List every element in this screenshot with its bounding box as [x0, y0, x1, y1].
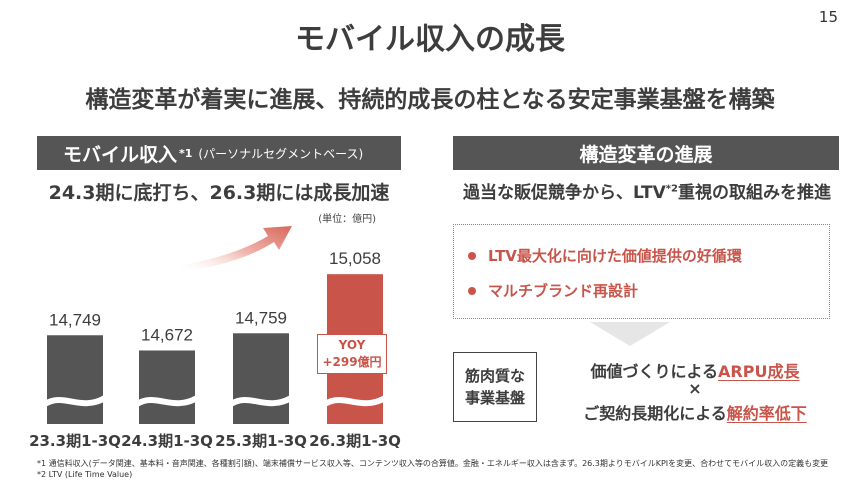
right-tagline-pre: 過当な販促競争から、LTV	[463, 183, 666, 203]
base-line-2: 事業基盤	[464, 389, 525, 407]
right-tagline: 過当な販促競争から、LTV*2重視の取組みを推進	[447, 178, 847, 203]
x-tick-label: 24.3期1-3Q	[121, 432, 213, 450]
structural-reform-header: 構造変革の進展	[453, 136, 839, 170]
bullet-icon	[468, 286, 476, 295]
goal-churn-pre: ご契約長期化による	[583, 404, 727, 423]
bar-24.3期1-3Q	[139, 350, 195, 424]
strategy-item-label: LTV最大化に向けた価値提供の好循環	[488, 247, 742, 265]
strategy-item: マルチブランド再設計	[468, 280, 638, 301]
slide-subtitle: 構造変革が着実に進展、持続的成長の柱となる安定事業基盤を構築	[85, 87, 775, 113]
footnote-ref-2: *2	[665, 183, 678, 195]
slide-title: モバイル収入の成長	[295, 22, 565, 57]
times-symbol: ×	[688, 379, 702, 398]
strategy-box: LTV最大化に向けた価値提供の好循環 マルチブランド再設計	[453, 224, 830, 319]
unit-label: (単位：億円)	[318, 212, 376, 225]
axis-break	[43, 395, 387, 407]
bar-value-label: 15,058	[329, 249, 381, 268]
strategy-item: LTV最大化に向けた価値提供の好循環	[468, 245, 742, 266]
mobile-revenue-header-title: モバイル収入	[63, 143, 178, 166]
left-tagline: 24.3期に底打ち、26.3期には成長加速	[48, 182, 390, 204]
x-tick-label: 23.3期1-3Q	[29, 432, 121, 450]
x-tick-label: 25.3期1-3Q	[215, 432, 307, 450]
bar-23.3期1-3Q	[47, 335, 103, 424]
bar-value-label: 14,672	[141, 325, 193, 344]
goal-arpu-pre: 価値づくりによる	[590, 362, 719, 381]
goal-churn: ご契約長期化による解約率低下	[545, 400, 845, 424]
yoy-badge: YOY +299億円	[317, 334, 387, 374]
goal-arpu: 価値づくりによるARPU成長	[545, 358, 845, 382]
bullet-icon	[468, 251, 476, 260]
revenue-bar-chart: (単位：億円) 14,749 14,672 14,759 15,058 23.3期1-…	[29, 212, 401, 450]
strategy-item-label: マルチブランド再設計	[488, 282, 639, 300]
goal-arpu-accent: ARPU成長	[718, 362, 800, 381]
business-base-box: 筋肉質な 事業基盤	[453, 352, 537, 422]
yoy-label: YOY	[338, 338, 366, 352]
bar-value-label: 14,749	[49, 310, 101, 329]
base-line-1: 筋肉質な	[464, 367, 525, 385]
x-tick-label: 26.3期1-3Q	[309, 432, 401, 450]
growth-arrow-icon	[178, 226, 292, 272]
footnote-ref-1: *1	[179, 146, 193, 160]
page-number: 15	[818, 8, 838, 26]
mobile-revenue-header-sub: (パーソナルセグメントベース)	[198, 146, 364, 161]
bar-value-label: 14,759	[235, 308, 287, 327]
yoy-value: +299億円	[322, 355, 382, 369]
down-arrow-icon	[590, 322, 670, 346]
right-tagline-post: 重視の取組みを推進	[677, 183, 831, 203]
bar-25.3期1-3Q	[233, 333, 289, 424]
mobile-revenue-header: モバイル収入 *1 (パーソナルセグメントベース)	[37, 136, 401, 170]
footnote-1: *1 通信料収入(データ関連、基本料・音声関連、各種割引額)、端末補償サービス収…	[37, 459, 829, 468]
goal-churn-accent: 解約率低下	[726, 404, 807, 423]
footnote-2: *2 LTV (Life Time Value)	[37, 470, 133, 479]
